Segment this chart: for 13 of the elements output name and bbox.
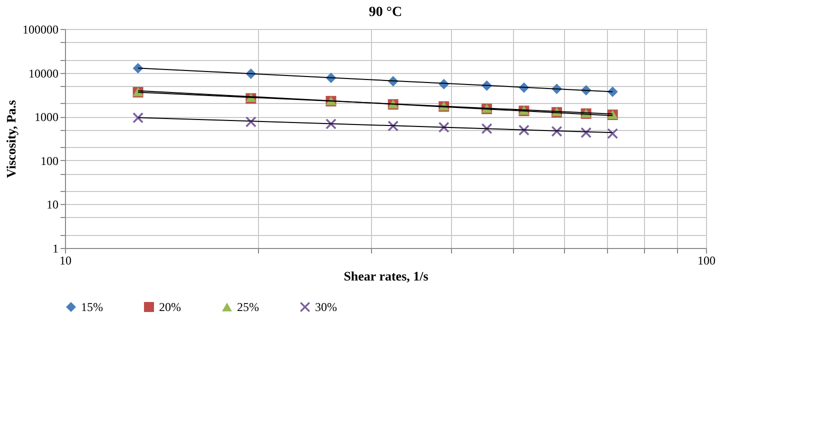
y-tick-label: 100000 xyxy=(22,22,58,36)
x-axis-title: Shear rates, 1/s xyxy=(344,268,428,284)
y-tick-label: 1 xyxy=(52,242,58,256)
legend-label: 20% xyxy=(159,300,181,314)
legend-label: 30% xyxy=(315,300,337,314)
legend-label: 25% xyxy=(237,300,259,314)
legend-label: 15% xyxy=(81,300,103,314)
chart-title: 90 °C xyxy=(368,5,402,20)
y-tick-label: 10000 xyxy=(28,66,58,80)
y-tick-label: 1000 xyxy=(34,110,58,124)
y-tick-label: 100 xyxy=(40,154,58,168)
y-tick-label: 10 xyxy=(46,198,58,212)
y-axis-title: Viscosity, Pa.s xyxy=(4,100,18,178)
